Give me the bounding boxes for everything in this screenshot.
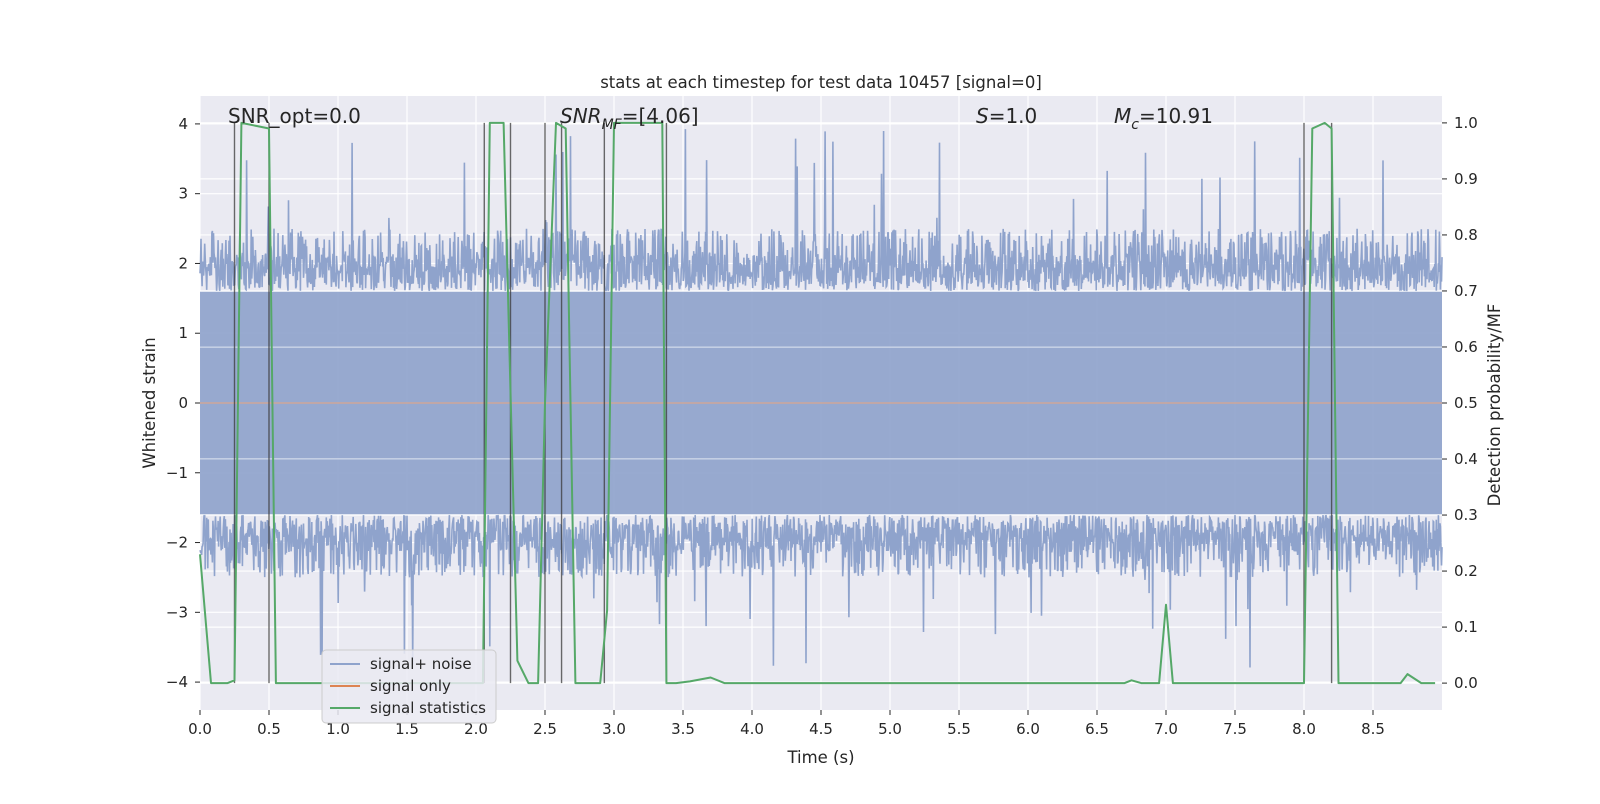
x-tick-label: 6.0: [1016, 720, 1040, 738]
x-axis: 0.0 0.5 1.0 1.5 2.0 2.5 3.0 3.5 4.0 4.5 5.0 5.5 6.0 6…: [188, 710, 1385, 738]
y2-tick-label: 0.1: [1454, 618, 1478, 636]
y2-tick-label: 0.5: [1454, 394, 1478, 412]
legend-label-signal-noise: signal+ noise: [370, 655, 472, 673]
y2-tick-label: 0.6: [1454, 338, 1478, 356]
x-tick-label: 0.5: [257, 720, 281, 738]
legend-box: [321, 649, 497, 724]
annotations: SNR_opt=0.0 SNRMF=[4.06] S=1.0 Mc=10.91: [228, 104, 1213, 133]
y2-tick-label: 0.3: [1454, 506, 1478, 524]
y2-tick-label: 0.9: [1454, 170, 1478, 188]
y2-tick-label: 0.7: [1454, 282, 1478, 300]
y-axis-left: −4 −3 −2 −1 0 1 2 3 4: [166, 115, 200, 691]
x-tick-label: 0.0: [188, 720, 212, 738]
y-tick-label: 3: [178, 185, 188, 203]
x-tick-label: 2.5: [533, 720, 557, 738]
x-axis-label: Time (s): [786, 748, 854, 767]
y2-tick-label: 0.4: [1454, 450, 1478, 468]
x-tick-label: 5.0: [878, 720, 902, 738]
y-tick-label: −2: [166, 534, 188, 552]
x-tick-label: 7.0: [1154, 720, 1178, 738]
y-tick-label: −1: [166, 464, 188, 482]
y-axis-right: 0.0 0.1 0.2 0.3 0.4 0.5 0.6 0.7 0.8 0.9 1.0: [1442, 114, 1478, 692]
y-tick-label: 2: [178, 254, 188, 272]
legend-label-signal-only: signal only: [370, 677, 451, 695]
x-tick-label: 4.0: [740, 720, 764, 738]
annotation-mc: Mc=10.91: [1114, 104, 1213, 133]
x-tick-label: 2.0: [464, 720, 488, 738]
legend-label-signal-statistics: signal statistics: [370, 699, 486, 717]
y-axis-label: Whitened strain: [140, 337, 159, 468]
y-tick-label: 0: [178, 394, 188, 412]
y2-tick-label: 0.8: [1454, 226, 1478, 244]
annotation-s: S=1.0: [976, 104, 1037, 128]
y2-axis-label: Detection probability/MF: [1485, 304, 1504, 507]
legend: signal+ noise signal only signal statist…: [321, 649, 497, 724]
y2-tick-label: 1.0: [1454, 114, 1478, 132]
annotation-snr-mf: SNRMF=[4.06]: [560, 104, 699, 133]
y-tick-label: 1: [178, 324, 188, 342]
chart-title: stats at each timestep for test data 104…: [600, 73, 1042, 92]
x-tick-label: 8.5: [1361, 720, 1385, 738]
x-tick-label: 3.5: [671, 720, 695, 738]
y2-tick-label: 0.0: [1454, 674, 1478, 692]
noise-trace-upper: [199, 129, 1443, 293]
y2-tick-label: 0.2: [1454, 562, 1478, 580]
x-tick-label: 1.0: [326, 720, 350, 738]
x-tick-label: 7.5: [1223, 720, 1247, 738]
y-tick-label: −4: [166, 673, 188, 691]
annotation-snr-opt: SNR_opt=0.0: [228, 104, 361, 128]
x-tick-label: 8.0: [1292, 720, 1316, 738]
y-tick-label: −3: [166, 603, 188, 621]
y-tick-label: 4: [178, 115, 188, 133]
x-tick-label: 5.5: [947, 720, 971, 738]
x-tick-label: 3.0: [602, 720, 626, 738]
x-tick-label: 6.5: [1085, 720, 1109, 738]
x-tick-label: 1.5: [395, 720, 419, 738]
x-tick-label: 4.5: [809, 720, 833, 738]
